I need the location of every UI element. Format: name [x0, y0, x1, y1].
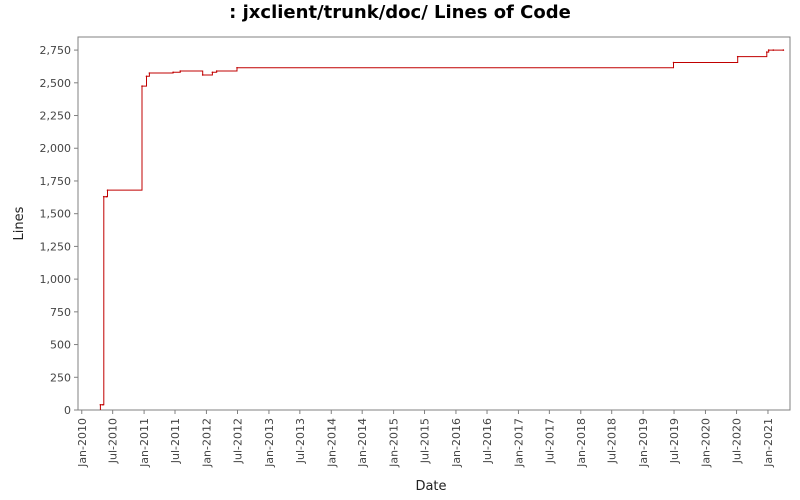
- data-point: [672, 61, 675, 64]
- data-point: [236, 66, 238, 69]
- plot-area: [77, 36, 791, 411]
- x-tick-label: Jan-2016: [450, 418, 463, 468]
- data-point: [782, 49, 785, 51]
- data-point: [179, 70, 182, 72]
- x-tick-label: Jan-2015: [388, 418, 401, 468]
- y-tick-label: 2,750: [40, 44, 72, 57]
- x-tick-label: Jul-2013: [294, 418, 307, 464]
- x-tick-label: Jan-2019: [637, 418, 650, 468]
- x-tick-label: Jan-2012: [200, 418, 213, 468]
- data-point: [141, 85, 143, 87]
- x-tick-label: Jan-2011: [138, 418, 151, 468]
- x-tick-label: Jan-2021: [762, 418, 775, 468]
- x-tick-label: Jan-2020: [699, 418, 712, 468]
- y-tick-label: 2,000: [40, 142, 72, 155]
- x-tick-label: Jul-2011: [169, 418, 182, 464]
- x-tick-label: Jul-2010: [107, 418, 120, 464]
- data-point: [767, 49, 770, 51]
- data-point: [201, 74, 204, 76]
- data-point: [102, 195, 105, 198]
- x-tick-label: Jan-2018: [575, 418, 588, 468]
- data-point: [215, 70, 218, 72]
- x-tick-label: Jul-2012: [232, 418, 245, 464]
- data-point: [148, 72, 151, 74]
- x-tick-label: Jan-2013: [263, 418, 276, 468]
- data-point: [172, 71, 174, 74]
- data-point: [105, 195, 108, 198]
- x-tick-label: Jul-2018: [606, 418, 619, 464]
- y-tick-label: 750: [50, 306, 71, 319]
- x-tick-label: Jan-2014: [356, 418, 369, 468]
- y-axis-label: Lines: [12, 206, 27, 240]
- x-tick-label: Jul-2016: [481, 418, 494, 464]
- data-point: [102, 403, 104, 406]
- x-tick-label: Jan-2014: [325, 418, 338, 468]
- x-tick-label: Jan-2010: [76, 418, 89, 468]
- x-tick-label: Jul-2019: [668, 418, 681, 464]
- y-tick-label: 2,250: [40, 110, 72, 123]
- y-tick-label: 2,500: [40, 77, 72, 90]
- data-point: [145, 75, 148, 78]
- y-tick-label: 1,750: [40, 175, 72, 188]
- y-tick-label: 0: [64, 404, 71, 417]
- y-tick-label: 250: [50, 371, 71, 384]
- data-point: [211, 71, 214, 74]
- data-point: [765, 51, 768, 53]
- y-tick-label: 500: [50, 339, 71, 352]
- x-tick-label: Jan-2017: [512, 418, 525, 468]
- x-tick-label: Jul-2020: [731, 418, 744, 464]
- x-tick-label: Jul-2017: [543, 418, 556, 464]
- data-point: [99, 403, 102, 406]
- data-point: [106, 189, 109, 191]
- y-tick-label: 1,250: [40, 240, 72, 253]
- data-point: [772, 49, 775, 51]
- x-axis-label: Date: [415, 479, 446, 494]
- x-tick-label: Jul-2015: [419, 418, 432, 464]
- chart-title: : jxclient/trunk/doc/ Lines of Code: [229, 2, 571, 23]
- series-line: [99, 49, 784, 410]
- y-tick-label: 1,500: [40, 208, 72, 221]
- y-tick-label: 1,000: [40, 273, 72, 286]
- data-point: [736, 55, 739, 58]
